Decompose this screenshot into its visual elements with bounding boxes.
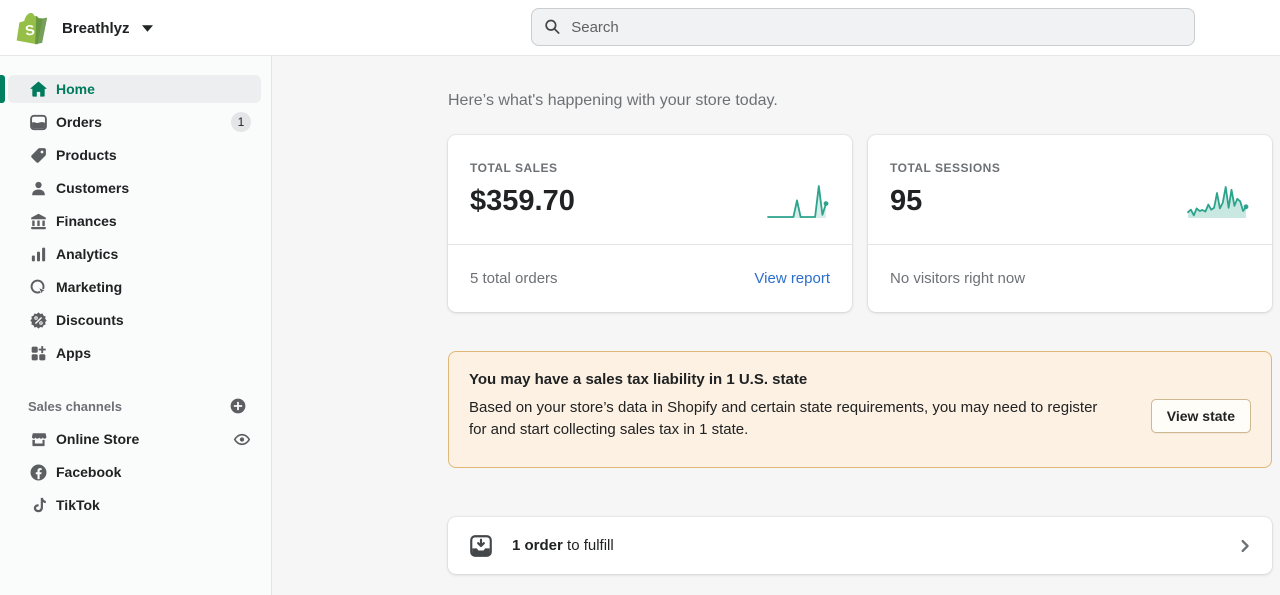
chevron-right-icon (1238, 539, 1252, 553)
metric-footer: 5 total orders View report (448, 244, 852, 312)
sales-tax-banner: You may have a sales tax liability in 1 … (448, 351, 1272, 468)
sidebar-item-apps[interactable]: Apps (8, 339, 261, 367)
sidebar-item-label: Orders (56, 114, 102, 130)
banner-title: You may have a sales tax liability in 1 … (469, 371, 808, 388)
home-icon (28, 79, 48, 99)
apps-icon (28, 343, 48, 363)
fulfill-count: 1 order (512, 537, 563, 554)
sidebar-item-label: Finances (56, 213, 117, 229)
sidebar-item-products[interactable]: Products (8, 141, 261, 169)
sessions-sparkline-chart (1186, 179, 1250, 223)
orders-to-fulfill-row[interactable]: 1 order to fulfill (448, 517, 1272, 574)
search-icon (545, 19, 560, 34)
sales-channels-label: Sales channels (28, 398, 122, 414)
sidebar-item-discounts[interactable]: Discounts (8, 306, 261, 334)
orders-summary-text: 5 total orders (470, 270, 558, 287)
topbar: S Breathlyz (0, 0, 1280, 56)
fulfill-orders-icon (468, 533, 494, 559)
sales-channels-header: Sales channels (28, 397, 247, 415)
marketing-icon (28, 277, 48, 297)
search-bar[interactable] (531, 8, 1195, 46)
metric-footer: No visitors right now (868, 244, 1272, 312)
plus-circle-icon (230, 398, 246, 414)
banner-body: Based on your store’s data in Shopify an… (469, 399, 1098, 438)
sidebar-item-label: Online Store (56, 431, 140, 447)
sidebar-item-orders[interactable]: Orders 1 (8, 108, 261, 136)
sidebar-item-tiktok[interactable]: TikTok (8, 491, 261, 519)
sidebar-item-marketing[interactable]: Marketing (8, 273, 261, 301)
metric-value: $359.70 (470, 185, 575, 217)
sidebar-item-online-store[interactable]: Online Store (8, 425, 261, 453)
online-store-icon (28, 429, 48, 449)
fulfill-text: 1 order to fulfill (512, 537, 614, 554)
view-report-link[interactable]: View report (754, 270, 830, 287)
customers-icon (28, 178, 48, 198)
analytics-icon (28, 244, 48, 264)
sidebar-item-label: Discounts (56, 312, 124, 328)
sidebar-item-label: TikTok (56, 497, 100, 513)
sidebar-item-label: Facebook (56, 464, 122, 480)
view-state-button[interactable]: View state (1150, 399, 1251, 433)
sidebar-item-facebook[interactable]: Facebook (8, 458, 261, 486)
orders-icon (28, 112, 48, 132)
eye-icon (233, 433, 251, 445)
finances-icon (28, 211, 48, 231)
orders-count-badge: 1 (231, 112, 251, 132)
caret-down-icon (141, 24, 153, 32)
metric-title: TOTAL SESSIONS (890, 161, 1001, 175)
preview-online-store-button[interactable] (233, 430, 251, 448)
sidebar-item-label: Analytics (56, 246, 119, 262)
sidebar-item-label: Apps (56, 345, 91, 361)
svg-text:S: S (24, 23, 35, 40)
sidebar-item-label: Products (56, 147, 117, 163)
sidebar-item-home[interactable]: Home (0, 75, 261, 103)
metric-title: TOTAL SALES (470, 161, 558, 175)
visitors-status-text: No visitors right now (890, 270, 1026, 287)
store-name: Breathlyz (62, 19, 130, 37)
active-indicator (0, 75, 5, 103)
search-input[interactable] (571, 18, 1182, 36)
sidebar-item-label: Marketing (56, 279, 123, 295)
store-switcher[interactable]: S Breathlyz (14, 8, 153, 48)
sidebar-item-customers[interactable]: Customers (8, 174, 261, 202)
sidebar-item-analytics[interactable]: Analytics (8, 240, 261, 268)
metric-value: 95 (890, 185, 923, 217)
greeting-text: Here’s what's happening with your store … (448, 92, 778, 109)
facebook-icon (28, 462, 48, 482)
sidebar-item-label: Home (56, 81, 95, 97)
tiktok-icon (28, 495, 48, 515)
shopify-logo-icon: S (16, 12, 48, 45)
fulfill-rest: to fulfill (562, 537, 614, 554)
products-icon (28, 145, 48, 165)
discounts-icon (28, 310, 48, 330)
total-sales-card: TOTAL SALES $359.70 5 total orders View … (448, 135, 852, 312)
add-sales-channel-button[interactable] (229, 397, 247, 415)
sidebar-item-finances[interactable]: Finances (8, 207, 261, 235)
total-sessions-card: TOTAL SESSIONS 95 No visitors right now (868, 135, 1272, 312)
sales-sparkline-chart (766, 179, 830, 223)
sidebar-item-label: Customers (56, 180, 130, 196)
sidebar: Home Orders 1 Products Customers Finance… (0, 56, 272, 595)
